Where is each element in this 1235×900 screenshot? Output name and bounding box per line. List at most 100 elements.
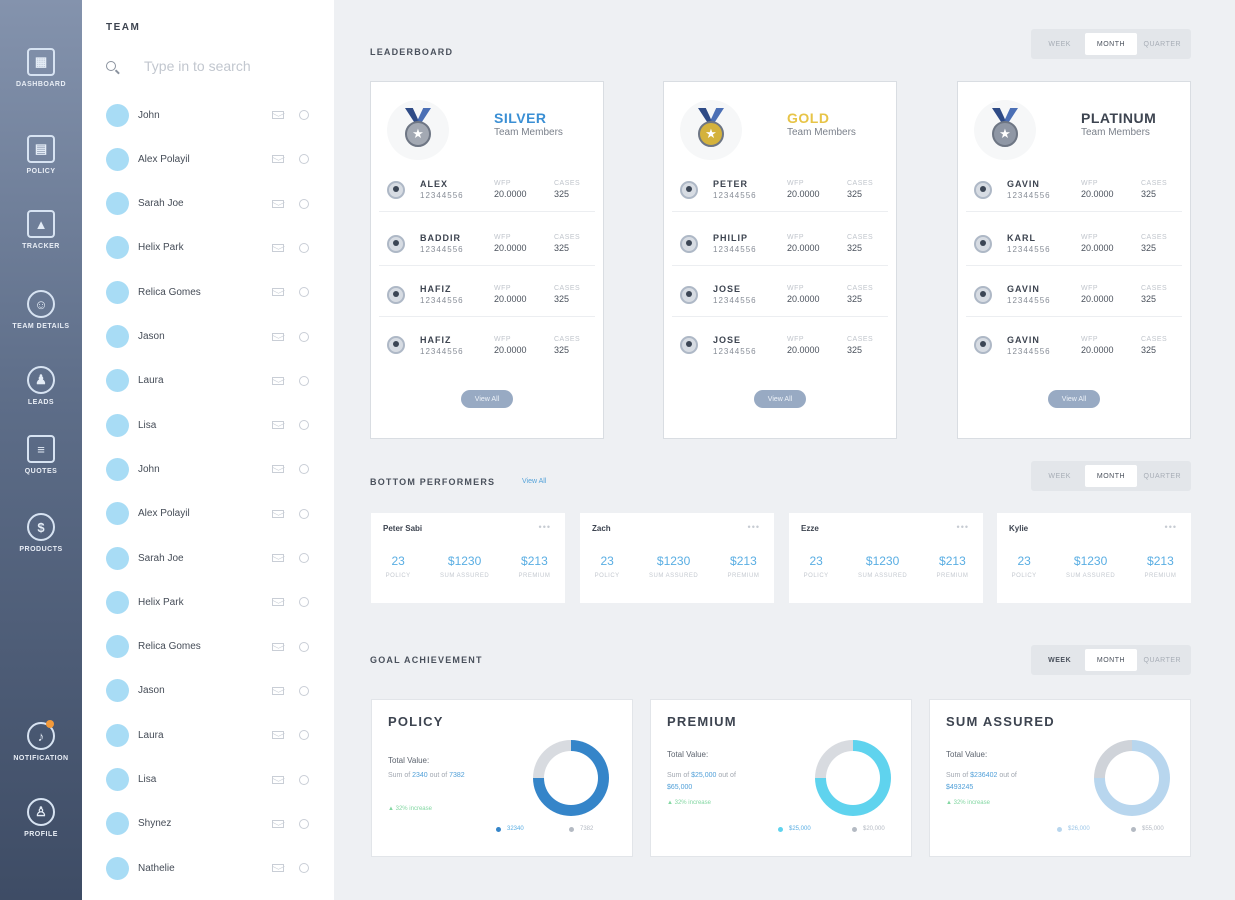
- chat-icon[interactable]: [299, 420, 309, 431]
- team-member-row[interactable]: Sarah Joe: [106, 191, 326, 217]
- chat-icon[interactable]: [299, 242, 309, 253]
- team-member-row[interactable]: Relica Gomes: [106, 634, 326, 660]
- team-member-row[interactable]: Nathelie: [106, 855, 326, 881]
- sidebar-item-team-details[interactable]: ☺ TEAM DETAILS: [0, 290, 82, 330]
- sidebar-item-leads[interactable]: ♟ LEADS: [0, 366, 82, 406]
- team-member-row[interactable]: Alex Polayil: [106, 501, 326, 527]
- chat-icon[interactable]: [299, 774, 309, 785]
- period-month-button[interactable]: MONTH: [1085, 649, 1137, 671]
- leaderboard-row[interactable]: PETER 12344556 WFP 20.0000 CASES 325: [672, 168, 888, 212]
- sidebar-item-quotes[interactable]: ≡ QUOTES: [0, 435, 82, 475]
- more-icon[interactable]: •••: [747, 522, 760, 532]
- view-all-button[interactable]: View All: [1048, 390, 1100, 408]
- team-member-row[interactable]: Helix Park: [106, 589, 326, 615]
- view-all-button[interactable]: View All: [754, 390, 806, 408]
- chat-icon[interactable]: [299, 508, 309, 519]
- leaderboard-row[interactable]: GAVIN 12344556 WFP 20.0000 CASES 325: [966, 168, 1182, 212]
- wfp-value: 20.0000: [494, 294, 527, 304]
- team-member-row[interactable]: Jason: [106, 678, 326, 704]
- more-icon[interactable]: •••: [956, 522, 969, 532]
- leaderboard-row[interactable]: GAVIN 12344556 WFP 20.0000 CASES 325: [966, 273, 1182, 317]
- avatar: [106, 768, 129, 791]
- team-member-row[interactable]: Laura: [106, 368, 326, 394]
- tier-name: PLATINUM: [1081, 110, 1157, 126]
- mail-icon[interactable]: [272, 864, 284, 873]
- mail-icon[interactable]: [272, 465, 284, 474]
- mail-icon[interactable]: [272, 554, 284, 562]
- chat-icon[interactable]: [299, 730, 309, 741]
- team-member-row[interactable]: Laura: [106, 722, 326, 748]
- team-member-row[interactable]: Helix Park: [106, 235, 326, 261]
- period-quarter-button[interactable]: QUARTER: [1143, 656, 1182, 664]
- period-quarter-button[interactable]: QUARTER: [1143, 40, 1182, 48]
- leaderboard-row[interactable]: HAFIZ 12344556 WFP 20.0000 CASES 325: [379, 273, 595, 317]
- search-input[interactable]: [144, 58, 314, 74]
- leaderboard-row[interactable]: BADDIR 12344556 WFP 20.0000 CASES 325: [379, 222, 595, 266]
- mail-icon[interactable]: [272, 819, 284, 828]
- period-week-button[interactable]: WEEK: [1048, 656, 1072, 664]
- mail-icon[interactable]: [272, 155, 284, 164]
- chat-icon[interactable]: [299, 641, 309, 652]
- sidebar-item-dashboard[interactable]: ▦ DASHBOARD: [0, 48, 82, 88]
- bottom-performers-view-all-link[interactable]: View All: [522, 478, 547, 485]
- chat-icon[interactable]: [299, 331, 309, 342]
- mail-icon[interactable]: [272, 111, 284, 119]
- mail-icon[interactable]: [272, 288, 284, 297]
- sum-highlight: $493245: [946, 784, 974, 791]
- chat-icon[interactable]: [299, 685, 309, 696]
- leaderboard-row[interactable]: JOSE 12344556 WFP 20.0000 CASES 325: [672, 273, 888, 317]
- more-icon[interactable]: •••: [1164, 522, 1177, 532]
- leaderboard-row[interactable]: ALEX 12344556 WFP 20.0000 CASES 325: [379, 168, 595, 212]
- period-week-button[interactable]: WEEK: [1048, 40, 1071, 48]
- period-week-button[interactable]: WEEK: [1048, 472, 1071, 480]
- team-member-row[interactable]: Alex Polayil: [106, 146, 326, 172]
- mail-icon[interactable]: [272, 332, 284, 341]
- chat-icon[interactable]: [299, 110, 309, 120]
- mail-icon[interactable]: [272, 376, 284, 385]
- chat-icon[interactable]: [299, 818, 309, 829]
- leaderboard-row[interactable]: KARL 12344556 WFP 20.0000 CASES 325: [966, 222, 1182, 266]
- team-member-row[interactable]: Shynez: [106, 811, 326, 837]
- leaderboard-row[interactable]: HAFIZ 12344556 WFP 20.0000 CASES 325: [379, 323, 595, 367]
- mail-icon[interactable]: [272, 731, 284, 740]
- leaderboard-row[interactable]: GAVIN 12344556 WFP 20.0000 CASES 325: [966, 323, 1182, 367]
- team-member-row[interactable]: Lisa: [106, 412, 326, 438]
- sidebar-item-products[interactable]: $ PRODUCTS: [0, 513, 82, 553]
- period-month-button[interactable]: MONTH: [1085, 33, 1137, 55]
- mail-icon[interactable]: [272, 509, 284, 518]
- team-member-row[interactable]: Lisa: [106, 767, 326, 793]
- cases-block: CASES 325: [554, 180, 594, 199]
- chat-icon[interactable]: [299, 287, 309, 298]
- team-member-row[interactable]: Jason: [106, 324, 326, 350]
- sidebar-item-tracker[interactable]: ▲ TRACKER: [0, 210, 82, 250]
- sidebar-item-policy[interactable]: ▤ POLICY: [0, 135, 82, 175]
- mail-icon[interactable]: [272, 421, 284, 430]
- chat-icon[interactable]: [299, 597, 309, 608]
- legend-dot: [569, 826, 574, 832]
- team-member-row[interactable]: Relica Gomes: [106, 279, 326, 305]
- leaderboard-row[interactable]: JOSE 12344556 WFP 20.0000 CASES 325: [672, 323, 888, 367]
- team-member-row[interactable]: John: [106, 102, 326, 128]
- mail-icon[interactable]: [272, 686, 284, 695]
- sidebar-item-profile[interactable]: ♙ PROFILE: [0, 798, 82, 838]
- more-icon[interactable]: •••: [538, 522, 551, 532]
- chat-icon[interactable]: [299, 863, 309, 874]
- chat-icon[interactable]: [299, 154, 309, 165]
- team-member-row[interactable]: John: [106, 456, 326, 482]
- period-month-button[interactable]: MONTH: [1085, 465, 1137, 487]
- leaderboard-row[interactable]: PHILIP 12344556 WFP 20.0000 CASES 325: [672, 222, 888, 266]
- view-all-button[interactable]: View All: [461, 390, 513, 408]
- chat-icon[interactable]: [299, 464, 309, 475]
- mail-icon[interactable]: [272, 642, 284, 651]
- legend-value: $26,000: [1068, 826, 1090, 832]
- mail-icon[interactable]: [272, 775, 284, 784]
- mail-icon[interactable]: [272, 243, 284, 252]
- sidebar-item-notification[interactable]: ♪ NOTIFICATION: [0, 720, 82, 762]
- period-quarter-button[interactable]: QUARTER: [1143, 472, 1182, 480]
- team-member-row[interactable]: Sarah Joe: [106, 545, 326, 571]
- chat-icon[interactable]: [299, 553, 309, 563]
- mail-icon[interactable]: [272, 199, 284, 208]
- mail-icon[interactable]: [272, 598, 284, 607]
- chat-icon[interactable]: [299, 198, 309, 209]
- chat-icon[interactable]: [299, 375, 309, 386]
